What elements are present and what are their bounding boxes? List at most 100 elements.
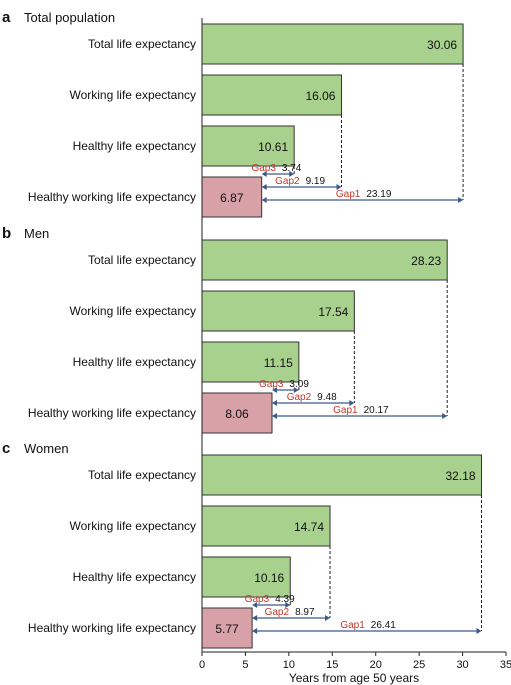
bar-value-label: 16.06 bbox=[305, 89, 335, 103]
gap-name-label: Gap1 bbox=[340, 620, 365, 631]
gap-value-label: 26.41 bbox=[371, 620, 396, 631]
gap-value-label: 3.09 bbox=[289, 379, 309, 390]
x-tick-label: 20 bbox=[370, 659, 382, 671]
x-tick-label: 10 bbox=[283, 659, 295, 671]
arrowhead-right bbox=[289, 171, 295, 177]
category-label: Total life expectancy bbox=[88, 37, 196, 51]
arrowhead-right bbox=[325, 615, 331, 621]
gap-value-label: 9.19 bbox=[306, 176, 326, 187]
category-label: Working life expectancy bbox=[69, 304, 196, 318]
gap-arrow-gap2: Gap2 8.97 bbox=[252, 607, 331, 621]
gap-value-label: 3.74 bbox=[282, 163, 302, 174]
arrowhead-right bbox=[349, 400, 355, 406]
category-label: Healthy life expectancy bbox=[73, 570, 196, 584]
gap-name-label: Gap3 bbox=[245, 594, 270, 605]
arrowhead-left bbox=[272, 400, 278, 406]
bar-value-label: 28.23 bbox=[411, 254, 441, 268]
gap-value-label: 23.19 bbox=[366, 189, 391, 200]
bar bbox=[201, 74, 342, 116]
gap-value-label: 8.97 bbox=[295, 607, 315, 618]
arrowhead-left bbox=[252, 615, 258, 621]
panel-letter: b bbox=[2, 225, 11, 242]
category-label: Working life expectancy bbox=[69, 88, 196, 102]
x-tick-label: 35 bbox=[500, 659, 511, 671]
gap-arrow-gap3: Gap3 4.39 bbox=[245, 594, 295, 608]
gap-value-label: 9.48 bbox=[317, 392, 337, 403]
gap-name-label: Gap3 bbox=[251, 163, 276, 174]
chart-panels: a Total population Total life expectancy Wo… bbox=[2, 9, 483, 649]
category-label: Healthy working life expectancy bbox=[28, 190, 196, 204]
bar-healthy-working bbox=[201, 392, 273, 434]
arrowhead-right bbox=[458, 197, 464, 203]
arrowhead-right bbox=[476, 628, 482, 634]
gap-value-label: 4.39 bbox=[275, 594, 295, 605]
gap-name-label: Gap1 bbox=[336, 189, 361, 200]
gap-arrow-gap3: Gap3 3.09 bbox=[259, 379, 309, 393]
arrowhead-left bbox=[252, 602, 258, 608]
panel-title: Men bbox=[24, 226, 49, 241]
bar bbox=[201, 239, 448, 281]
category-label: Healthy life expectancy bbox=[73, 355, 196, 369]
gap-name-label: Gap1 bbox=[333, 405, 358, 416]
gap-arrow-gap3: Gap3 3.74 bbox=[251, 163, 302, 177]
panel-letter: a bbox=[2, 9, 11, 26]
bar bbox=[201, 290, 355, 332]
category-label: Healthy life expectancy bbox=[73, 139, 196, 153]
arrowhead-left bbox=[272, 413, 278, 419]
gap-arrow-gap1: Gap1 23.19 bbox=[261, 189, 464, 203]
bar-value-label: 5.77 bbox=[215, 622, 239, 636]
category-label: Working life expectancy bbox=[69, 519, 196, 533]
gap-arrow-gap2: Gap2 9.19 bbox=[261, 176, 342, 190]
bar bbox=[201, 125, 295, 167]
bar-value-label: 10.61 bbox=[258, 140, 288, 154]
arrowhead-right bbox=[442, 413, 448, 419]
bar-value-label: 30.06 bbox=[427, 38, 457, 52]
category-label: Total life expectancy bbox=[88, 253, 196, 267]
gap-name-label: Gap2 bbox=[287, 392, 312, 403]
x-axis-title: Years from age 50 years bbox=[289, 671, 419, 685]
panel-title: Women bbox=[24, 441, 69, 456]
bar bbox=[201, 23, 464, 65]
panel-b: b Men Total life expectancy Working life ex… bbox=[2, 225, 448, 434]
bar-value-label: 17.54 bbox=[318, 305, 348, 319]
bar-value-label: 11.15 bbox=[264, 356, 293, 370]
x-tick-label: 25 bbox=[413, 659, 425, 671]
bar bbox=[201, 505, 331, 547]
panel-a: a Total population Total life expectancy Wo… bbox=[2, 9, 464, 218]
bar-value-label: 14.74 bbox=[294, 520, 324, 534]
category-label: Total life expectancy bbox=[88, 468, 196, 482]
bar-value-label: 6.87 bbox=[220, 191, 244, 205]
arrowhead-left bbox=[261, 184, 267, 190]
x-tick-label: 5 bbox=[242, 659, 248, 671]
arrowhead-left bbox=[252, 628, 258, 634]
arrowhead-right bbox=[293, 387, 299, 393]
arrowhead-left bbox=[261, 171, 267, 177]
gap-name-label: Gap3 bbox=[259, 379, 284, 390]
gap-name-label: Gap2 bbox=[275, 176, 300, 187]
bar-value-label: 8.06 bbox=[225, 407, 249, 421]
arrowhead-right bbox=[285, 602, 291, 608]
panel-c: c Women Total life expectancy Working life … bbox=[2, 440, 483, 649]
bar bbox=[201, 556, 291, 598]
arrowhead-right bbox=[336, 184, 342, 190]
bar bbox=[201, 454, 483, 496]
gap-name-label: Gap2 bbox=[265, 607, 290, 618]
gap-arrow-gap1: Gap1 20.17 bbox=[272, 405, 448, 419]
category-label: Healthy working life expectancy bbox=[28, 406, 196, 420]
arrowhead-left bbox=[272, 387, 278, 393]
bar-value-label: 10.16 bbox=[254, 571, 284, 585]
x-tick-label: 30 bbox=[456, 659, 468, 671]
x-axis-ticks: 0 5 10 15 20 25 30 35 bbox=[199, 652, 511, 671]
x-tick-label: 15 bbox=[326, 659, 338, 671]
arrowhead-left bbox=[261, 197, 267, 203]
gap-arrow-gap1: Gap1 26.41 bbox=[252, 620, 482, 634]
panel-letter: c bbox=[2, 440, 10, 457]
category-label: Healthy working life expectancy bbox=[28, 621, 196, 635]
panel-title: Total population bbox=[24, 10, 115, 25]
bar bbox=[201, 341, 300, 383]
bar-healthy-working bbox=[201, 176, 263, 218]
x-tick-label: 0 bbox=[199, 659, 205, 671]
bar-value-label: 32.18 bbox=[445, 469, 475, 483]
gap-arrow-gap2: Gap2 9.48 bbox=[272, 392, 355, 406]
